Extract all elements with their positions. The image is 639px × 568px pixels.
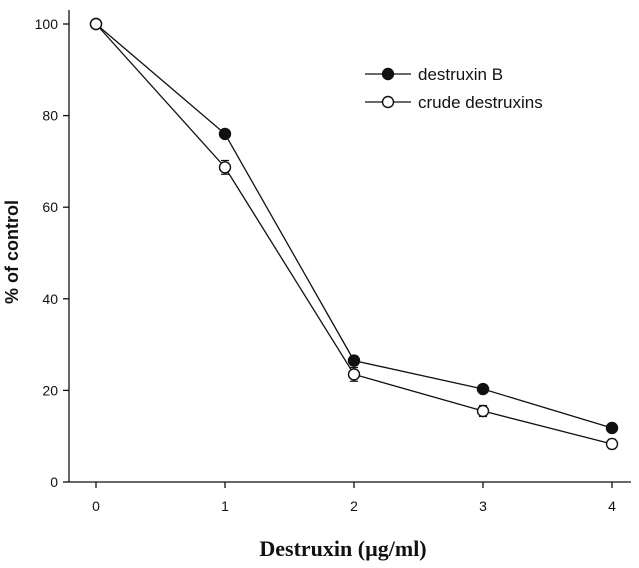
x-tick-label: 1	[221, 498, 229, 514]
x-tick-label: 4	[608, 498, 616, 514]
data-point	[218, 161, 232, 174]
data-point	[218, 127, 232, 141]
x-tick-label: 3	[479, 498, 487, 514]
x-ticks: 0 1 2 3 4	[92, 482, 616, 514]
legend: destruxin B crude destruxins	[365, 65, 543, 112]
data-point	[605, 437, 619, 451]
data-point	[89, 17, 103, 31]
data-point	[347, 354, 361, 367]
data-point	[476, 404, 490, 418]
legend-item: destruxin B	[365, 65, 503, 84]
legend-label: destruxin B	[418, 65, 503, 84]
legend-label: crude destruxins	[418, 93, 543, 112]
legend-marker	[381, 67, 395, 81]
series-crude-destruxins	[89, 17, 619, 451]
x-tick-label: 0	[92, 498, 100, 514]
data-point	[476, 382, 490, 396]
y-ticks: 0 20 40 60 80 100	[35, 16, 69, 490]
series-layer	[89, 17, 619, 451]
data-point	[605, 421, 619, 435]
legend-marker	[381, 95, 395, 109]
y-tick-label: 100	[35, 16, 59, 32]
legend-item: crude destruxins	[365, 93, 543, 112]
y-tick-label: 40	[42, 291, 58, 307]
x-axis-label: Destruxin (µg/ml)	[259, 536, 426, 561]
y-tick-label: 60	[42, 199, 58, 215]
x-tick-label: 2	[350, 498, 358, 514]
y-tick-label: 80	[42, 108, 58, 124]
y-tick-label: 20	[42, 382, 58, 398]
data-point	[347, 368, 361, 381]
y-axis-label: % of control	[2, 200, 22, 304]
axes	[68, 10, 631, 483]
series-destruxin-b	[89, 17, 619, 435]
y-tick-label: 0	[50, 474, 58, 490]
